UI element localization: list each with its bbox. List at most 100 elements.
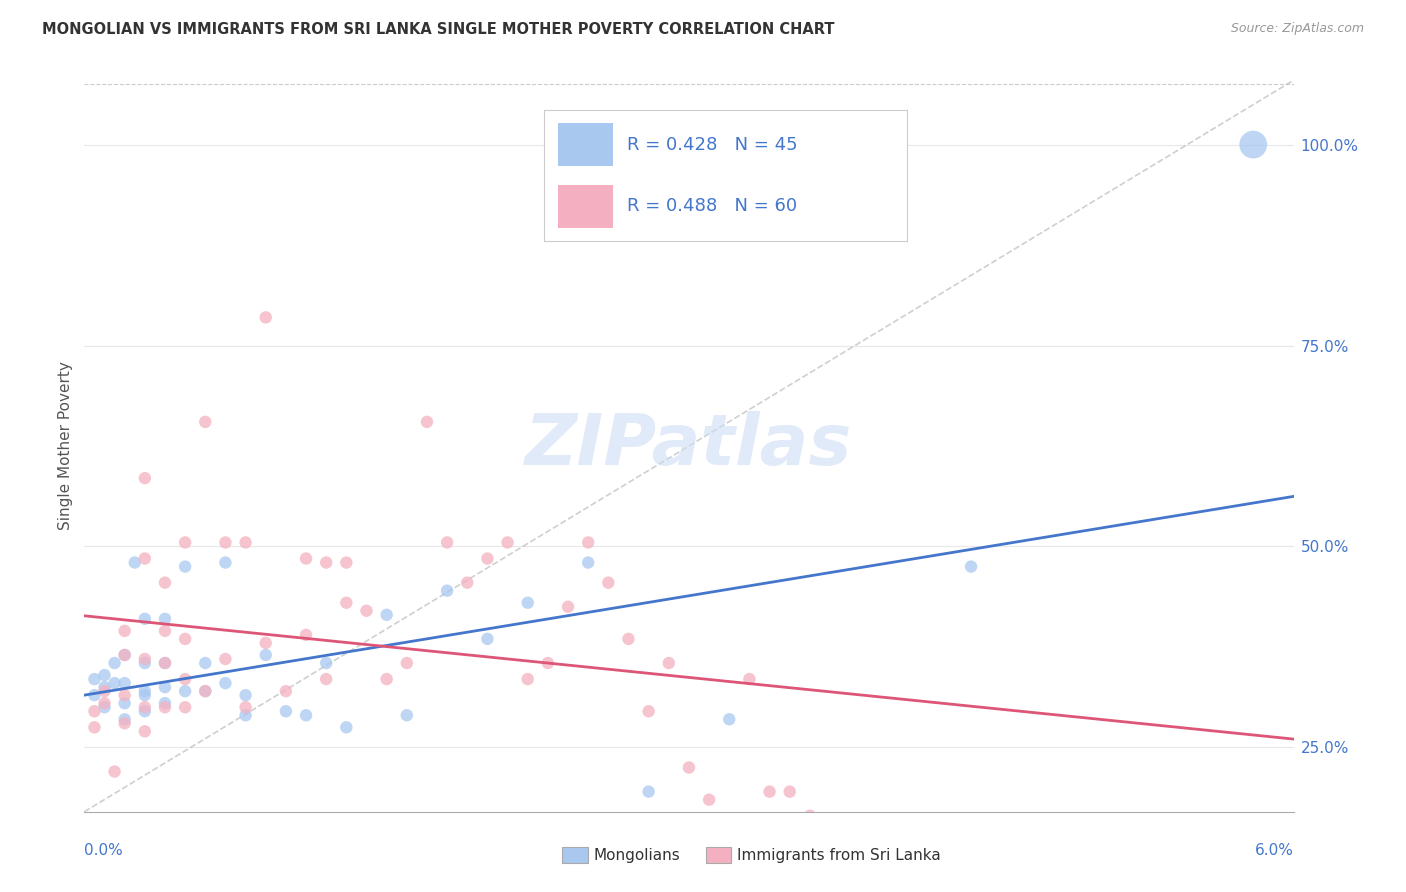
Point [153, 656, 176, 670]
Point [93, 684, 115, 698]
Point [104, 764, 127, 779]
Text: 6.0%: 6.0% [1254, 843, 1294, 858]
Point [697, 792, 720, 806]
Point [194, 656, 217, 670]
Point [416, 415, 439, 429]
Point [295, 551, 318, 566]
Point [134, 684, 156, 698]
Point [496, 535, 519, 549]
Point [114, 712, 136, 726]
Point [174, 684, 197, 698]
Point [235, 535, 257, 549]
Point [375, 607, 398, 622]
Point [214, 535, 236, 549]
Point [93, 668, 115, 682]
FancyBboxPatch shape [706, 847, 731, 863]
Point [637, 784, 659, 798]
Point [799, 809, 821, 823]
Point [124, 556, 146, 570]
Point [315, 556, 337, 570]
FancyBboxPatch shape [562, 847, 588, 863]
Point [174, 632, 197, 646]
Point [153, 612, 176, 626]
Point [83, 672, 105, 686]
Point [134, 700, 156, 714]
Text: Source: ZipAtlas.com: Source: ZipAtlas.com [1230, 22, 1364, 36]
Point [153, 700, 176, 714]
Point [114, 716, 136, 731]
Point [194, 684, 217, 698]
Point [134, 724, 156, 739]
Point [83, 688, 105, 702]
Point [839, 813, 862, 827]
Point [93, 696, 115, 710]
Point [114, 688, 136, 702]
Point [254, 636, 277, 650]
Point [235, 708, 257, 723]
Point [395, 708, 418, 723]
Text: ZIPatlas: ZIPatlas [526, 411, 852, 481]
Point [335, 720, 357, 734]
Text: Mongolians: Mongolians [593, 848, 681, 863]
Text: Immigrants from Sri Lanka: Immigrants from Sri Lanka [737, 848, 941, 863]
Point [114, 676, 136, 690]
Point [477, 551, 499, 566]
Point [274, 684, 297, 698]
Point [436, 535, 458, 549]
Point [356, 604, 378, 618]
Point [153, 696, 176, 710]
Point [174, 535, 197, 549]
Point [134, 704, 156, 718]
Point [114, 648, 136, 662]
Point [960, 559, 983, 574]
Point [576, 535, 599, 549]
Y-axis label: Single Mother Poverty: Single Mother Poverty [58, 361, 73, 531]
Point [214, 676, 236, 690]
Point [134, 652, 156, 666]
Point [114, 648, 136, 662]
Point [738, 672, 761, 686]
Point [576, 556, 599, 570]
Point [678, 760, 700, 774]
Point [537, 656, 560, 670]
Point [93, 700, 115, 714]
Point [134, 612, 156, 626]
Point [114, 624, 136, 638]
Point [758, 784, 780, 798]
Point [214, 652, 236, 666]
Text: 0.0%: 0.0% [84, 843, 124, 858]
Point [235, 700, 257, 714]
Point [235, 688, 257, 702]
Point [637, 704, 659, 718]
Point [1241, 137, 1264, 152]
Point [194, 415, 217, 429]
Point [295, 628, 318, 642]
Point [153, 656, 176, 670]
Point [456, 575, 478, 590]
Point [153, 624, 176, 638]
Point [315, 672, 337, 686]
Point [194, 684, 217, 698]
Point [557, 599, 579, 614]
Point [104, 676, 127, 690]
Point [516, 596, 538, 610]
Point [274, 704, 297, 718]
Point [395, 656, 418, 670]
Point [254, 310, 277, 325]
Point [254, 648, 277, 662]
Text: MONGOLIAN VS IMMIGRANTS FROM SRI LANKA SINGLE MOTHER POVERTY CORRELATION CHART: MONGOLIAN VS IMMIGRANTS FROM SRI LANKA S… [42, 22, 835, 37]
Point [436, 583, 458, 598]
Point [598, 575, 620, 590]
Point [83, 720, 105, 734]
Point [315, 656, 337, 670]
Point [134, 688, 156, 702]
Point [104, 656, 127, 670]
Point [174, 700, 197, 714]
Point [617, 632, 640, 646]
Point [134, 656, 156, 670]
Point [658, 656, 681, 670]
Point [335, 596, 357, 610]
Point [779, 784, 801, 798]
Point [214, 556, 236, 570]
Point [295, 708, 318, 723]
